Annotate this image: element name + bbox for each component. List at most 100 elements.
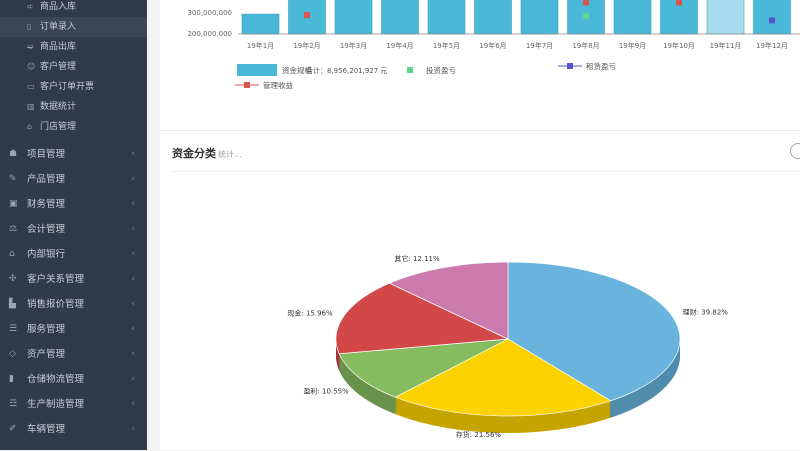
money-icon: ▣ [9,199,18,209]
sidebar-subitem[interactable]: ➪ 商品入库 [0,0,147,17]
chevron-left-icon: ‹ [131,324,135,334]
sidebar-item-label: 产品管理 [27,174,66,185]
bar [660,0,698,35]
sidebar-item-label: 客户关系管理 [27,274,85,285]
sidebar-item[interactable]: ▙ 销售报价管理 ‹ [0,292,147,317]
x-tick-label: 19年6月 [479,41,506,50]
sidebar-item-label: 会计管理 [27,224,66,235]
bar [334,0,373,35]
fund-scale-bar-chart: 300,000,000 200,000,000 19年1月 19年2月 19年3月 19年… [187,0,800,90]
x-tick-label: 19年1月 [247,41,274,50]
legend-label: 资金规模 [282,65,312,75]
x-tick-label: 19年4月 [386,41,413,50]
chevron-left-icon: ‹ [131,174,135,184]
cubes-icon: ☗ [9,149,18,159]
legend-marker [567,63,573,69]
pie-label: 其它: 12.11% [394,254,440,263]
sidebar-subitem-label: 客户订单开票 [40,82,95,92]
sidebar-item-label: 项目管理 [27,149,66,160]
x-tick-label: 19年8月 [572,41,599,50]
balance-icon: ⚖ [9,224,18,234]
edit-icon: ✎ [9,174,17,184]
card-icon: ▭ [27,82,35,91]
bookmark-icon: ▯ [27,22,32,31]
pie-slice [338,338,509,398]
data-marker [676,0,682,6]
data-marker [304,12,310,19]
x-tick-label: 19年9月 [619,41,646,50]
chevron-left-icon: ‹ [131,399,135,409]
sidebar: ➪ 商品入库 ▯ 订单录入 ➫ 商品出库 ☺ 客户管理 ▭ 客户订单开票 ▥ 数据统计 ⌂ 门店管理 ☗ 项目… [0,0,147,450]
sidebar-subitem-label: 门店管理 [40,122,77,132]
diamond-icon: ◇ [9,349,16,359]
sidebar-subitem[interactable]: ▥ 数据统计 [0,97,147,117]
sidebar-item-label: 服务管理 [27,324,66,335]
sidebar-item[interactable]: ✣ 客户关系管理 ‹ [0,267,147,292]
x-tick-label: 19年12月 [756,41,788,50]
legend-marker [407,67,413,73]
sidebar-item-label: 资产管理 [27,349,66,360]
pencil-icon: ✐ [9,424,17,434]
sidebar-item[interactable]: ▮ 仓储物流管理 ‹ [0,367,147,392]
sidebar-item-label: 仓储物流管理 [27,374,85,385]
chart-icon: ▙ [9,299,16,309]
total-label: 合计：8,956,201,927 元 [306,66,387,75]
data-marker [583,0,589,6]
panel-subtitle: 统计... [218,150,242,159]
x-tick-label: 19年5月 [433,41,460,50]
pie-slice [507,261,681,402]
main-content: 300,000,000 200,000,000 19年1月 19年2月 19年3月 19年… [160,0,800,450]
sidebar-subitem[interactable]: ▭ 客户订单开票 [0,77,147,97]
x-tick-label: 19年2月 [293,41,320,50]
sidebar-subitem[interactable]: ⌂ 门店管理 [0,117,147,137]
chevron-left-icon: ‹ [131,199,135,209]
legend-marker [244,82,250,88]
factory-icon: ☲ [9,399,18,409]
sidebar-item[interactable]: ⌂ 内部银行 ‹ [0,242,147,267]
chevron-left-icon: ‹ [131,349,135,359]
sidebar-subitem[interactable]: ▯ 订单录入 [0,17,147,37]
chevron-left-icon: ‹ [131,424,135,434]
sidebar-subitem[interactable]: ☺ 客户管理 [0,57,147,77]
chevron-left-icon: ‹ [131,249,135,259]
bar [613,0,652,35]
pie-slice [335,282,510,355]
sidebar-item[interactable]: ✐ 车辆管理 ‹ [0,417,147,442]
data-marker [769,17,775,24]
panel-title: 资金分类 统计... [172,145,242,161]
chevron-left-icon: ‹ [131,224,135,234]
y-tick-label: 300,000,000 [187,9,232,17]
x-tick-label: 19年3月 [340,41,367,50]
bank-icon: ⌂ [9,249,15,259]
bar [753,0,791,35]
pie-label: 现金: 15.96% [287,309,333,318]
arrow-out-icon: ➫ [27,42,34,51]
sidebar-subitem[interactable]: ➫ 商品出库 [0,37,147,57]
bar [474,0,512,35]
sidebar-item[interactable]: ▣ 财务管理 ‹ [0,192,147,217]
chevron-left-icon: ‹ [131,299,135,309]
sidebar-item[interactable]: ☗ 项目管理 ‹ [0,142,147,167]
fund-category-panel: 资金分类 统计... 理财: 39.82% 存货: 21.56% 盈利: 10.55%… [160,130,800,450]
sidebar-item-label: 生产制造管理 [27,399,85,410]
legend-label: 投资盈亏 [426,65,456,75]
pie-label: 理财: 39.82% [683,308,729,317]
user-icon: ☺ [27,62,36,71]
bar [381,0,419,35]
sidebar-item[interactable]: ☰ 服务管理 ‹ [0,317,147,342]
fund-category-pie-chart: 理财: 39.82% 存货: 21.56% 盈利: 10.55% 现金: 15.96%… [287,254,729,439]
chevron-left-icon: ‹ [131,149,135,159]
chevron-left-icon: ‹ [131,374,135,384]
sidebar-item[interactable]: ◇ 资产管理 ‹ [0,342,147,367]
collapse-button[interactable] [790,143,800,159]
sidebar-item-label: 车辆管理 [27,424,66,435]
pie-label: 存货: 21.56% [456,430,502,439]
sidebar-item[interactable]: ☲ 生产制造管理 ‹ [0,392,147,417]
sidebar-subitem-label: 数据统计 [40,102,77,112]
divider [172,171,800,172]
sidebar-subitem-label: 订单录入 [40,22,77,32]
sidebar-item[interactable]: ⚖ 会计管理 ‹ [0,217,147,242]
arrow-in-icon: ➪ [27,2,34,11]
chevron-left-icon: ‹ [131,274,135,284]
sidebar-item[interactable]: ✎ 产品管理 ‹ [0,167,147,192]
